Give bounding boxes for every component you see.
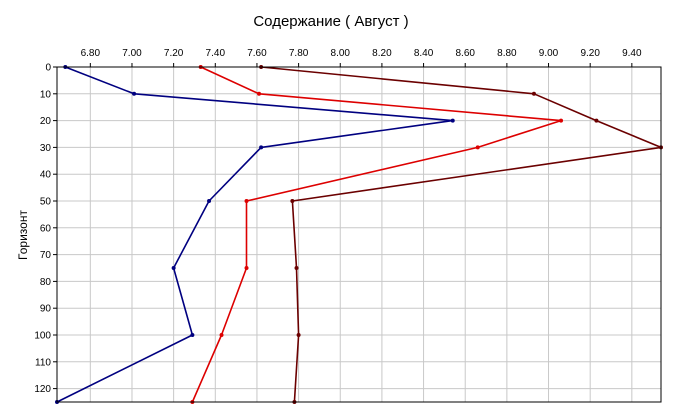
x-tick-label: 8.80 xyxy=(497,48,517,59)
y-tick-label: 70 xyxy=(40,250,52,261)
y-tick-label: 50 xyxy=(40,197,52,208)
data-point xyxy=(171,266,176,270)
x-tick-label: 9.40 xyxy=(622,48,642,59)
x-axis: 6.80 7.00 7.20 7.40 7.60 7.80 8.00 8.20 8.40 8.60… xyxy=(81,48,642,67)
data-point xyxy=(294,266,299,270)
x-tick-label: 9.20 xyxy=(580,48,600,59)
data-point xyxy=(132,91,137,96)
y-tick-label: 10 xyxy=(40,89,52,100)
data-point xyxy=(219,333,224,337)
data-point xyxy=(244,266,249,270)
x-tick-label: 6.80 xyxy=(81,48,101,59)
plot-series xyxy=(55,65,663,404)
data-point xyxy=(207,199,212,203)
y-tick-label: 80 xyxy=(40,277,52,288)
y-tick-label: 90 xyxy=(40,304,52,315)
x-tick-label: 8.60 xyxy=(455,48,475,59)
x-tick-label: 7.40 xyxy=(206,48,226,59)
x-tick-label: 7.20 xyxy=(164,48,184,59)
y-tick-label: 120 xyxy=(34,384,51,395)
data-point xyxy=(190,333,195,337)
y-tick-label: 100 xyxy=(34,331,51,342)
data-point xyxy=(257,91,262,96)
plot-frame xyxy=(56,66,662,403)
data-point xyxy=(244,199,249,203)
series-line-2 xyxy=(191,66,562,403)
data-point xyxy=(259,145,264,150)
chart-title: Содержание ( Август ) xyxy=(253,13,408,30)
y-tick-label: 110 xyxy=(35,357,51,368)
y-tick-label: 40 xyxy=(40,170,52,181)
data-point xyxy=(450,118,455,123)
x-tick-label: 7.00 xyxy=(122,48,142,59)
data-point xyxy=(296,333,301,337)
grid xyxy=(57,66,661,402)
x-tick-label: 7.80 xyxy=(289,48,309,59)
data-point xyxy=(559,118,564,123)
x-tick-label: 7.60 xyxy=(247,48,267,59)
y-tick-label: 60 xyxy=(40,223,52,234)
data-point xyxy=(475,145,480,150)
series-line-1 xyxy=(56,66,454,403)
data-point xyxy=(290,199,295,203)
data-point xyxy=(531,91,536,96)
series-line-3 xyxy=(261,66,662,403)
y-tick-label: 0 xyxy=(45,63,51,74)
y-tick-label: 30 xyxy=(40,143,52,154)
x-tick-label: 8.00 xyxy=(331,48,351,59)
x-tick-label: 8.20 xyxy=(372,48,392,59)
y-tick-label: 20 xyxy=(40,116,52,127)
data-point xyxy=(594,118,599,123)
y-axis-label: Горизонт xyxy=(16,210,30,260)
x-tick-label: 9.00 xyxy=(539,48,559,59)
x-tick-label: 8.40 xyxy=(414,48,434,59)
y-axis: 0 10 20 30 40 50 60 70 80 90 100 110 120 xyxy=(34,63,57,395)
